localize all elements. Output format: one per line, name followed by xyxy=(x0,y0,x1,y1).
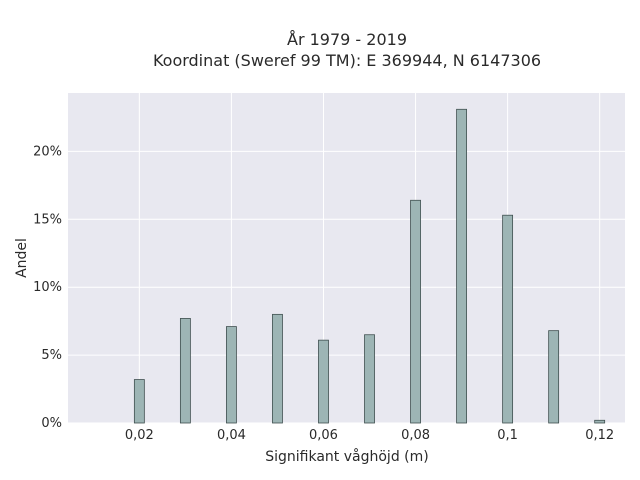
x-tick-label-2: 0,06 xyxy=(309,428,338,443)
x-axis-label: Signifikant våghöjd (m) xyxy=(265,448,428,465)
bar-6 xyxy=(410,199,421,424)
y-tick-label-2: 10% xyxy=(33,280,62,295)
bar-7 xyxy=(456,108,467,424)
y-tick-label-0: 0% xyxy=(41,416,62,431)
bar-9 xyxy=(548,330,560,424)
bar-1 xyxy=(179,318,191,424)
y-tick-label-1: 5% xyxy=(41,348,62,363)
y-axis-label: Andel xyxy=(14,238,30,278)
bar-3 xyxy=(272,313,283,424)
x-tick-label-1: 0,04 xyxy=(217,428,246,443)
y-tick-label-4: 20% xyxy=(33,144,62,159)
bar-4 xyxy=(318,339,329,424)
chart-title-line2: Koordinat (Sweref 99 TM): E 369944, N 61… xyxy=(153,51,541,70)
bar-2 xyxy=(226,326,237,424)
bar-5 xyxy=(364,334,375,424)
plot-area xyxy=(68,93,625,423)
chart-title-line1: År 1979 - 2019 xyxy=(287,30,407,49)
x-tick-label-3: 0,08 xyxy=(401,428,430,443)
x-tick-label-4: 0,1 xyxy=(497,428,518,443)
bar-8 xyxy=(502,214,514,424)
x-ticks: 0,02 0,04 0,06 0,08 0,1 0,12 xyxy=(125,428,614,443)
x-tick-label-5: 0,12 xyxy=(585,428,614,443)
y-tick-label-3: 15% xyxy=(33,212,62,227)
y-ticks: 0% 5% 10% 15% 20% xyxy=(33,144,62,431)
bars xyxy=(133,108,606,424)
bar-10 xyxy=(594,419,606,424)
x-tick-label-0: 0,02 xyxy=(125,428,154,443)
bar-0 xyxy=(133,379,145,424)
